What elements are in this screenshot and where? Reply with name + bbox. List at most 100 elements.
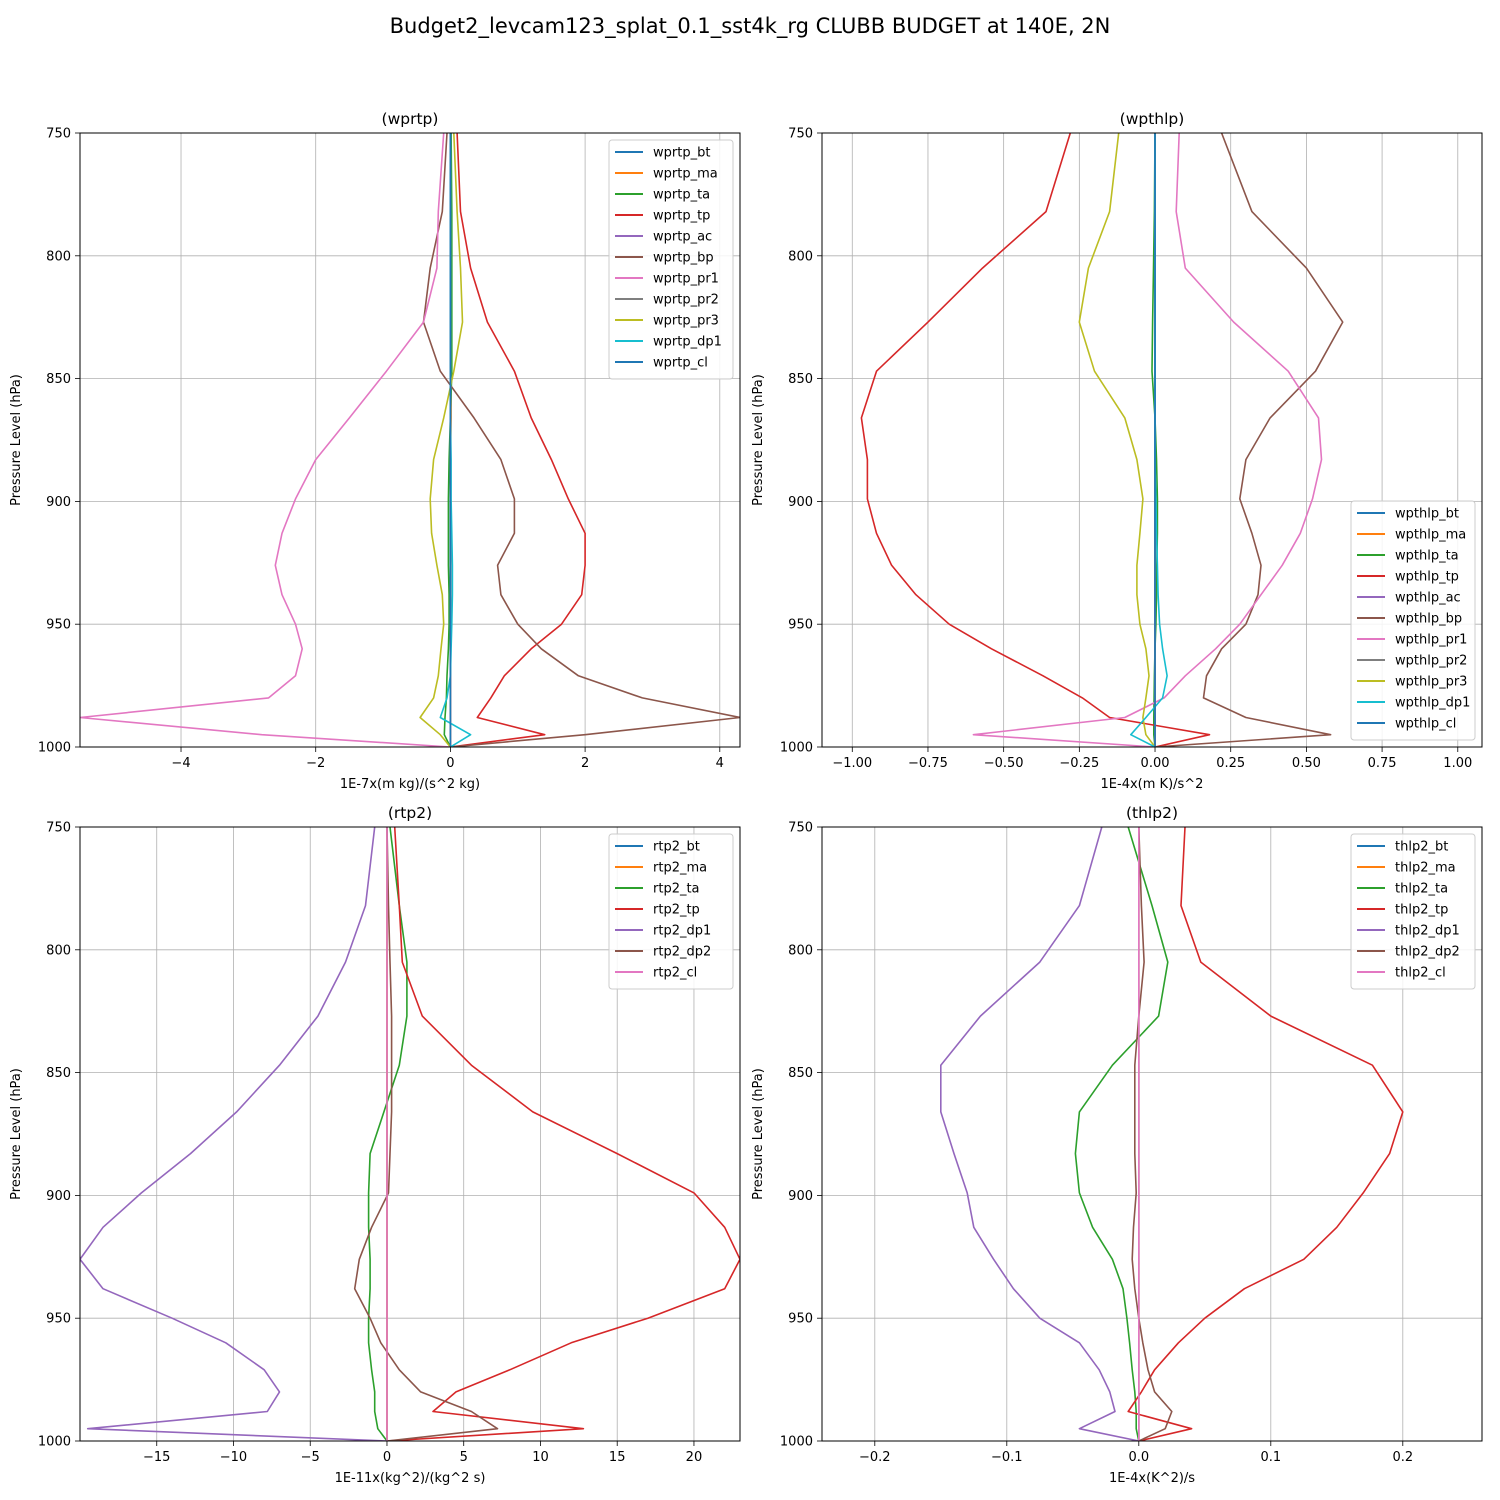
legend-label-wpthlp_pr2: wpthlp_pr2: [1395, 654, 1467, 669]
legend-label-rtp2_dp2: rtp2_dp2: [653, 945, 711, 960]
panel-title-thlp2: (thlp2): [1126, 804, 1178, 822]
y-tick-label-thlp2: 850: [788, 1066, 813, 1081]
legend-label-wprtp_ta: wprtp_ta: [653, 188, 710, 203]
series-line-wpthlp_pr3: [1078, 133, 1156, 747]
legend-rtp2: rtp2_bt rtp2_ma rtp2_ta rtp2_tp rtp2_dp1 rtp2…: [608, 833, 734, 990]
x-tick-label-thlp2: 0.1: [1260, 1450, 1281, 1465]
y-tick-label-rtp2: 900: [46, 1189, 71, 1204]
x-tick-label-rtp2: −5: [301, 1450, 320, 1465]
panel-thlp2: −0.2 −0.1 0.0 0.1 0.2 750 800 850 900 950 1000 (thl…: [751, 804, 1483, 1486]
legend-label-wpthlp_ma: wpthlp_ma: [1395, 528, 1466, 543]
axes-frame-wpthlp: [821, 132, 1483, 748]
series-group-thlp2: [939, 827, 1404, 1441]
series-line-wprtp_pr3: [419, 133, 464, 747]
series-line-wprtp_dp1: [439, 133, 472, 747]
legend-label-thlp2_tp: thlp2_tp: [1395, 903, 1448, 918]
legend-label-wprtp_tp: wprtp_tp: [653, 209, 710, 224]
y-axis-label-wpthlp: Pressure Level (hPa): [751, 374, 766, 506]
y-tick-label-rtp2: 750: [46, 821, 71, 836]
series-line-wprtp_bp: [422, 133, 740, 747]
y-tick-label-wpthlp: 750: [788, 127, 813, 142]
panel-title-wprtp: (wprtp): [382, 110, 439, 128]
y-axis-label-rtp2: Pressure Level (hPa): [9, 1068, 24, 1200]
legend-label-thlp2_ma: thlp2_ma: [1395, 861, 1456, 876]
x-tick-label-wpthlp: −0.75: [908, 756, 948, 771]
y-tick-label-rtp2: 800: [46, 943, 71, 958]
y-tick-label-wprtp: 850: [46, 372, 71, 387]
legend-label-thlp2_cl: thlp2_cl: [1395, 966, 1446, 981]
legend-label-thlp2_ta: thlp2_ta: [1395, 882, 1448, 897]
legend-label-wprtp_ac: wprtp_ac: [653, 230, 712, 245]
x-tick-label-wpthlp: −1.00: [832, 756, 872, 771]
legend-label-wprtp_pr3: wprtp_pr3: [653, 314, 719, 329]
axes-frame-wprtp: [79, 132, 741, 748]
legend-label-wprtp_bp: wprtp_bp: [653, 251, 714, 266]
y-tick-label-rtp2: 1000: [38, 1435, 71, 1450]
x-tick-label-rtp2: −10: [220, 1450, 247, 1465]
legend-label-wprtp_pr2: wprtp_pr2: [653, 293, 719, 308]
series-group-rtp2: [80, 827, 740, 1441]
series-line-thlp2_dp2: [1131, 827, 1173, 1441]
x-axis-label-thlp2: 1E-4x(K^2)/s: [1109, 1471, 1195, 1486]
legend-label-wprtp_ma: wprtp_ma: [653, 167, 718, 182]
legend-label-rtp2_cl: rtp2_cl: [653, 966, 697, 981]
x-tick-label-rtp2: 5: [460, 1450, 468, 1465]
y-tick-label-thlp2: 900: [788, 1189, 813, 1204]
x-tick-label-thlp2: −0.2: [859, 1450, 891, 1465]
panel-title-rtp2: (rtp2): [388, 804, 432, 822]
y-tick-label-wpthlp: 1000: [780, 741, 813, 756]
legend-label-wprtp_bt: wprtp_bt: [653, 146, 710, 161]
x-tick-label-thlp2: 0.2: [1392, 1450, 1413, 1465]
x-tick-label-wprtp: 2: [581, 756, 589, 771]
series-line-wpthlp_tp: [860, 133, 1211, 747]
panel-rtp2: −15 −10 −5 0 5 10 15 20 750 800 850 900 950 1000 (rtp2…: [9, 804, 741, 1486]
legend-label-thlp2_bt: thlp2_bt: [1395, 840, 1448, 855]
legend-label-wpthlp_pr1: wpthlp_pr1: [1395, 633, 1467, 648]
series-line-wpthlp_pr1: [972, 133, 1323, 747]
y-tick-label-wprtp: 800: [46, 249, 71, 264]
series-line-wpthlp_bp: [1154, 133, 1344, 747]
x-axis-label-rtp2: 1E-11x(kg^2)/(kg^2 s): [335, 1471, 486, 1486]
axes-frame-rtp2: [79, 826, 741, 1442]
x-tick-label-wpthlp: 1.00: [1443, 756, 1472, 771]
y-tick-label-wpthlp: 800: [788, 249, 813, 264]
y-tick-label-wpthlp: 900: [788, 495, 813, 510]
series-line-rtp2_ta: [367, 827, 408, 1441]
y-tick-label-wprtp: 750: [46, 127, 71, 142]
series-line-wpthlp_dp1: [1130, 133, 1168, 747]
y-tick-label-rtp2: 950: [46, 1312, 71, 1327]
legend-wprtp: wprtp_bt wprtp_ma wprtp_ta wprtp_tp wprtp_ac…: [608, 139, 734, 380]
legend-label-wpthlp_tp: wpthlp_tp: [1395, 570, 1459, 585]
y-tick-label-thlp2: 800: [788, 943, 813, 958]
legend-label-wpthlp_ac: wpthlp_ac: [1395, 591, 1461, 606]
legend-label-wpthlp_dp1: wpthlp_dp1: [1395, 696, 1470, 711]
y-tick-label-wprtp: 900: [46, 495, 71, 510]
x-axis-label-wprtp: 1E-7x(m kg)/(s^2 kg): [340, 777, 480, 792]
y-tick-label-wpthlp: 950: [788, 618, 813, 633]
x-tick-label-wpthlp: −0.25: [1059, 756, 1099, 771]
legend-label-wprtp_dp1: wprtp_dp1: [653, 335, 722, 350]
legend-label-rtp2_tp: rtp2_tp: [653, 903, 700, 918]
y-tick-label-wprtp: 950: [46, 618, 71, 633]
y-tick-label-wpthlp: 850: [788, 372, 813, 387]
x-tick-label-rtp2: 20: [686, 1450, 703, 1465]
y-tick-label-rtp2: 850: [46, 1066, 71, 1081]
legend-label-wpthlp_ta: wpthlp_ta: [1395, 549, 1459, 564]
x-axis-label-wpthlp: 1E-4x(m K)/s^2: [1101, 777, 1204, 792]
series-group-wpthlp: [860, 133, 1344, 747]
axes-frame-thlp2: [821, 826, 1483, 1442]
x-tick-label-rtp2: 15: [609, 1450, 626, 1465]
x-tick-label-wprtp: −4: [171, 756, 190, 771]
x-tick-label-thlp2: 0.0: [1128, 1450, 1149, 1465]
series-line-wprtp_tp: [450, 133, 586, 747]
x-tick-label-wprtp: 4: [716, 756, 724, 771]
legend-label-wprtp_pr1: wprtp_pr1: [653, 272, 719, 287]
series-group-wprtp: [80, 133, 740, 747]
legend-thlp2: thlp2_bt thlp2_ma thlp2_ta thlp2_tp thlp2_dp…: [1350, 833, 1476, 990]
panel-wprtp: −4 −2 0 2 4 750 800 850 900 950 1000 (wprtp) 1E-7x(m…: [9, 110, 741, 792]
legend-label-rtp2_ma: rtp2_ma: [653, 861, 707, 876]
series-line-rtp2_dp2: [353, 827, 499, 1441]
legend-label-wpthlp_cl: wpthlp_cl: [1395, 717, 1456, 732]
